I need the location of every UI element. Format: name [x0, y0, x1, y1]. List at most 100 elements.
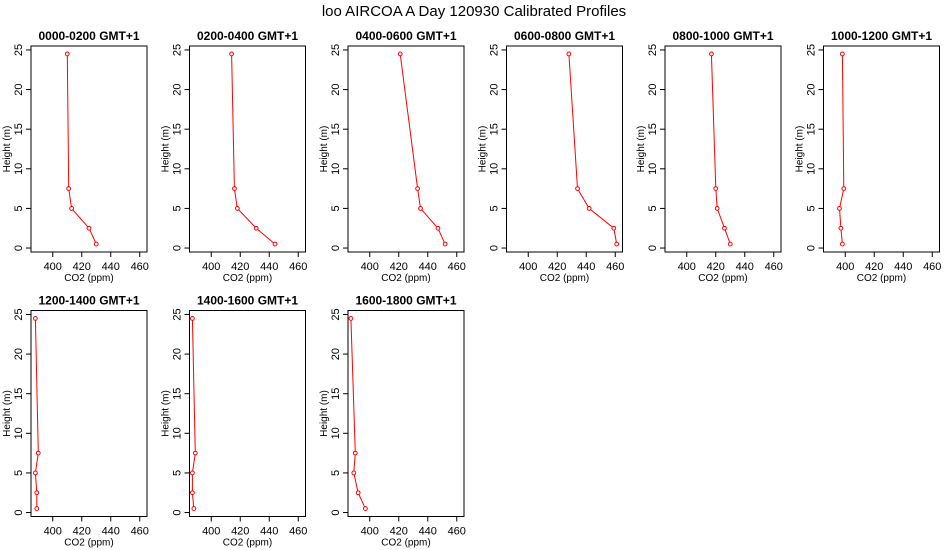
y-tick-label: 25 [806, 44, 818, 56]
profile-line [568, 53, 618, 245]
panel-title: 0000-0200 GMT+1 [38, 29, 139, 43]
y-tick-label: 25 [489, 44, 501, 56]
data-point [34, 490, 40, 496]
panel-title: 0200-0400 GMT+1 [197, 29, 298, 43]
x-axis-label: CO2 (ppm) [857, 273, 906, 284]
x-tick-label: 400 [44, 261, 62, 273]
x-tick-label: 420 [548, 261, 566, 273]
data-point [566, 51, 572, 57]
y-tick-label: 20 [172, 83, 184, 95]
x-tick-label: 440 [736, 261, 754, 273]
x-axis-label: CO2 (ppm) [64, 538, 113, 549]
data-point [34, 506, 40, 511]
y-tick-label: 25 [172, 44, 184, 56]
y-tick-label: 0 [647, 245, 659, 251]
panel-6: 1000-1200 GMT+1 0 5 10 15 20 25 400 420 440 460 CO2… [795, 29, 942, 284]
profile-line [191, 318, 196, 509]
y-tick-label: 5 [330, 205, 342, 211]
y-tick-label: 15 [330, 123, 342, 135]
profile-line [34, 318, 39, 509]
x-tick-label: 420 [231, 526, 249, 538]
y-tick-label: 15 [647, 123, 659, 135]
data-point [35, 450, 41, 456]
panel-title: 0600-0800 GMT+1 [514, 29, 615, 43]
x-tick-label: 400 [361, 526, 379, 538]
panel-3: 0400-0600 GMT+1 0 5 10 15 20 25 400 420 440 460 CO2… [319, 29, 466, 284]
plot-frame [347, 310, 465, 517]
y-tick-label: 0 [13, 245, 25, 251]
y-tick-label: 10 [13, 163, 25, 175]
panel-7: 1200-1400 GMT+1 0 5 10 15 20 25 400 420 440 460 CO2… [2, 294, 149, 549]
x-axis-label: CO2 (ppm) [381, 273, 430, 284]
y-tick-label: 15 [489, 123, 501, 135]
x-tick-label: 460 [289, 526, 307, 538]
data-point [351, 470, 357, 476]
x-tick-label: 460 [923, 261, 941, 273]
y-axis-label: Height (m) [161, 390, 172, 437]
profile-line [399, 53, 446, 245]
y-tick-label: 20 [647, 83, 659, 95]
data-point [839, 241, 845, 247]
y-tick-label: 20 [13, 83, 25, 95]
y-tick-label: 20 [806, 83, 818, 95]
panel-9: 1600-1800 GMT+1 0 5 10 15 20 25 400 420 440 460 CO2… [319, 294, 466, 549]
y-tick-label: 10 [172, 163, 184, 175]
y-tick-label: 5 [647, 205, 659, 211]
y-tick-label: 25 [330, 308, 342, 320]
panel-1: 0000-0200 GMT+1 0 5 10 15 20 25 400 420 440 460 CO2… [2, 29, 149, 284]
y-axis-label: Height (m) [2, 126, 13, 173]
x-axis-label: CO2 (ppm) [64, 273, 113, 284]
x-tick-label: 440 [102, 261, 120, 273]
data-point [355, 490, 361, 496]
y-tick-label: 15 [806, 123, 818, 135]
y-tick-label: 15 [172, 388, 184, 400]
y-axis-label: Height (m) [795, 126, 806, 173]
data-point [190, 316, 195, 321]
x-tick-label: 420 [390, 261, 408, 273]
y-axis-label: Height (m) [319, 126, 330, 173]
panel-8: 1400-1600 GMT+1 0 5 10 15 20 25 400 420 440 460 CO2… [161, 294, 308, 549]
profile-line [231, 53, 276, 245]
profile-line [66, 53, 97, 245]
y-tick-label: 10 [172, 427, 184, 439]
data-point [86, 225, 92, 231]
data-point [253, 225, 259, 231]
panel-4: 0600-0800 GMT+1 0 5 10 15 20 25 400 420 440 460 CO2… [478, 29, 625, 284]
data-point [586, 206, 592, 211]
panels-grid: 0000-0200 GMT+1 0 5 10 15 20 25 400 420 440 460 CO2… [2, 29, 941, 549]
x-tick-label: 400 [361, 261, 379, 273]
data-point [348, 316, 354, 321]
data-point [363, 506, 368, 511]
x-tick-label: 400 [678, 261, 696, 273]
x-axis-label: CO2 (ppm) [223, 538, 272, 549]
x-tick-label: 420 [73, 526, 91, 538]
y-tick-label: 20 [330, 348, 342, 360]
y-tick-label: 5 [806, 205, 818, 211]
y-tick-label: 0 [806, 245, 818, 251]
y-tick-label: 0 [330, 245, 342, 251]
y-tick-label: 5 [13, 205, 25, 211]
x-tick-label: 460 [131, 261, 149, 273]
x-tick-label: 420 [865, 261, 883, 273]
y-tick-label: 25 [647, 44, 659, 56]
y-tick-label: 0 [13, 509, 25, 515]
y-tick-label: 25 [13, 44, 25, 56]
panel-title: 0800-1000 GMT+1 [672, 29, 773, 43]
plot-frame [664, 45, 782, 253]
x-tick-label: 400 [519, 261, 537, 273]
x-tick-label: 420 [390, 526, 408, 538]
plot-frame [347, 45, 465, 253]
y-tick-label: 10 [330, 427, 342, 439]
figure-title: loo AIRCOA A Day 120930 Calibrated Profi… [322, 3, 626, 20]
data-point [64, 51, 70, 57]
x-axis-label: CO2 (ppm) [381, 538, 430, 549]
y-tick-label: 5 [13, 470, 25, 476]
x-tick-label: 460 [448, 526, 466, 538]
y-axis-label: Height (m) [319, 390, 330, 437]
y-tick-label: 5 [330, 470, 342, 476]
y-tick-label: 0 [489, 245, 501, 251]
y-axis-label: Height (m) [161, 126, 172, 173]
data-point [190, 470, 195, 476]
y-tick-label: 10 [647, 163, 659, 175]
data-point [232, 186, 237, 192]
